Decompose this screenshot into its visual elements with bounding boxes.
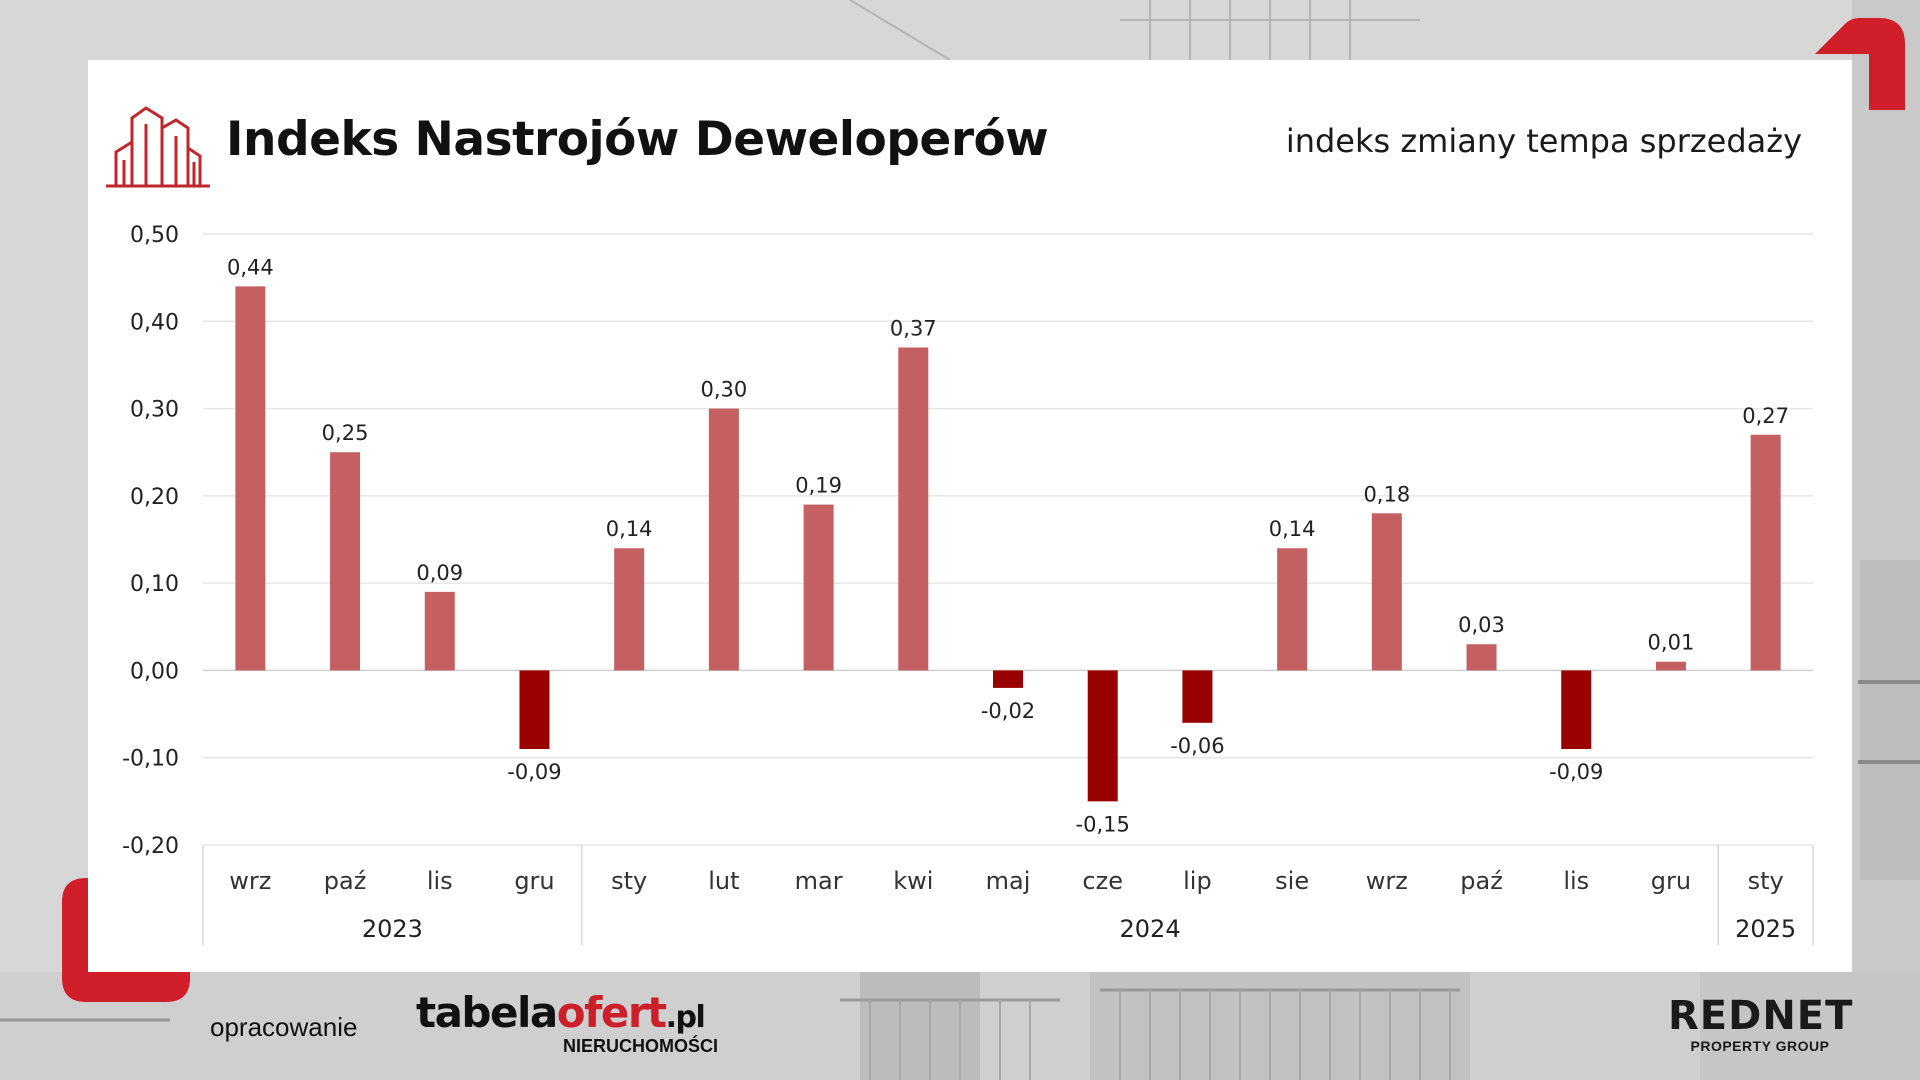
rednet-logo: REDNET PROPERTY GROUP (1668, 996, 1852, 1056)
bar (235, 286, 266, 671)
tabelaofert-wordmark-accent: ofert (556, 988, 667, 1037)
data-label: 0,14 (606, 517, 653, 541)
data-label: 0,30 (700, 378, 747, 402)
bar (898, 347, 929, 671)
bar (1466, 644, 1497, 671)
data-label: 0,18 (1363, 482, 1410, 506)
data-label: 0,03 (1458, 613, 1505, 637)
x-tick-label: lis (1563, 867, 1589, 895)
chart-card (88, 60, 1852, 972)
x-tick-label: paź (1460, 867, 1503, 895)
y-tick-label: 0,00 (130, 659, 179, 684)
data-label: -0,09 (1549, 760, 1603, 784)
y-tick-label: 0,50 (130, 223, 179, 248)
chart-subtitle: indeks zmiany tempa sprzedaży (1285, 122, 1802, 160)
y-tick-label: 0,40 (130, 310, 179, 335)
x-tick-label: lut (708, 867, 739, 895)
year-group-label: 2024 (1120, 915, 1181, 943)
x-tick-label: mar (795, 867, 843, 895)
chart-title: Indeks Nastrojów Deweloperów (226, 112, 1049, 167)
data-label: 0,44 (227, 255, 274, 279)
x-tick-label: wrz (229, 867, 271, 895)
bar (1087, 670, 1118, 802)
data-label: -0,15 (1076, 812, 1130, 836)
tabelaofert-wordmark-main: tabela (416, 988, 558, 1037)
y-tick-label: 0,10 (130, 572, 179, 597)
year-group-label: 2025 (1735, 915, 1796, 943)
bar (424, 591, 455, 671)
data-label: 0,27 (1742, 404, 1789, 428)
data-label: 0,09 (416, 561, 463, 585)
x-tick-label: lip (1183, 867, 1212, 895)
bar (330, 452, 361, 671)
data-label: 0,14 (1269, 517, 1316, 541)
x-tick-label: maj (986, 867, 1031, 895)
data-label: 0,01 (1648, 631, 1695, 655)
bar (803, 504, 834, 671)
footer-credit-label: opracowanie (210, 1012, 358, 1042)
data-label: 0,37 (890, 316, 937, 340)
x-tick-label: wrz (1366, 867, 1408, 895)
year-group-label: 2023 (362, 915, 423, 943)
bar (1750, 434, 1781, 671)
bar (614, 548, 645, 671)
bar (708, 408, 739, 671)
bar (993, 670, 1023, 688)
bar (1655, 661, 1686, 671)
data-label: -0,09 (507, 760, 561, 784)
x-tick-label: sty (1748, 867, 1784, 895)
bar (1182, 670, 1213, 723)
bar (519, 670, 550, 749)
x-tick-label: sie (1275, 867, 1309, 895)
tabelaofert-subtitle: NIERUCHOMOŚCI (562, 1036, 718, 1056)
tabelaofert-wordmark-tld: .pl (665, 1000, 706, 1035)
rednet-subtitle: PROPERTY GROUP (1690, 1038, 1830, 1054)
data-label: -0,06 (1170, 734, 1224, 758)
tabelaofert-wordmark: tabelaofert.pl (416, 988, 706, 1037)
bar-chart: 0,44 0,25 0,09 -0,09 0,14 0,30 0,19 0,37 -0,02 -0… (122, 223, 1814, 945)
y-tick-label: -0,20 (122, 834, 179, 859)
bar (1371, 513, 1402, 671)
y-tick-label: -0,10 (122, 747, 179, 772)
red-corner-accent-top-right (1815, 18, 1905, 110)
data-label: 0,19 (795, 474, 842, 498)
x-tick-label: gru (514, 867, 554, 895)
x-tick-label: sty (611, 867, 647, 895)
rednet-wordmark: REDNET (1668, 993, 1854, 1039)
data-label: -0,02 (981, 699, 1035, 723)
x-tick-label: kwi (893, 867, 933, 895)
buildings-icon (106, 106, 210, 188)
x-tick-label: lis (427, 867, 453, 895)
bar (1561, 670, 1592, 749)
y-tick-label: 0,20 (130, 485, 179, 510)
x-tick-label: gru (1651, 867, 1691, 895)
x-tick-label: cze (1082, 867, 1123, 895)
tabelaofert-logo: tabelaofert.pl NIERUCHOMOŚCI (416, 988, 726, 1060)
x-tick-label: paź (324, 867, 367, 895)
bar (1277, 548, 1308, 671)
y-tick-label: 0,30 (130, 398, 179, 423)
data-label: 0,25 (322, 421, 369, 445)
